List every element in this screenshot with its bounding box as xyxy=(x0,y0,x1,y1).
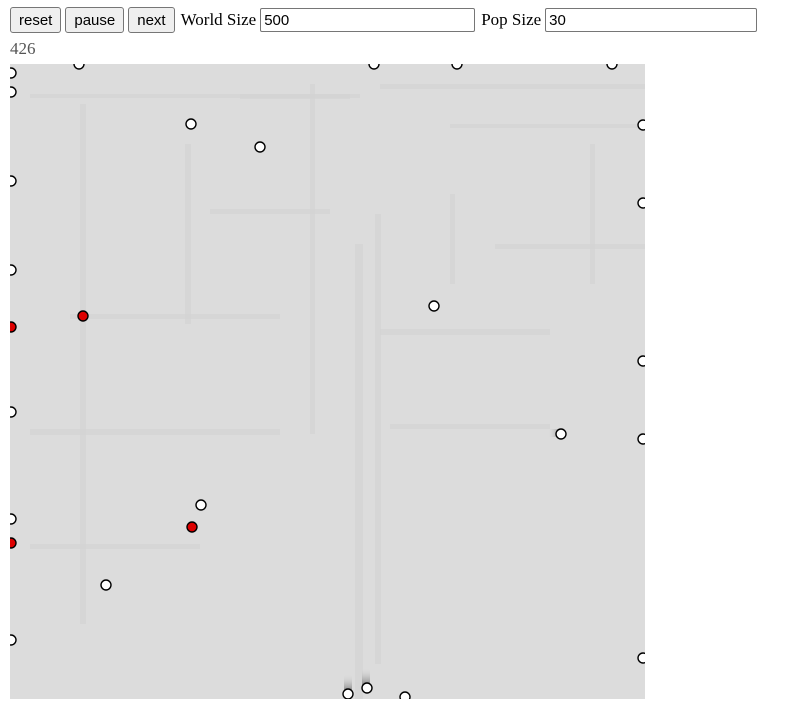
agent xyxy=(10,406,17,418)
agent xyxy=(399,691,411,699)
faint-trail xyxy=(80,104,86,624)
reset-button[interactable]: reset xyxy=(10,7,62,33)
generation-counter: 426 xyxy=(10,39,36,58)
agent xyxy=(637,652,645,664)
agent-infected xyxy=(10,321,17,333)
faint-trail xyxy=(450,124,640,128)
agent xyxy=(10,634,17,646)
faint-trail xyxy=(30,94,360,98)
agent xyxy=(195,499,207,511)
faint-trails xyxy=(30,84,645,699)
faint-trail xyxy=(30,544,200,549)
pop-size-label: Pop Size xyxy=(481,10,542,29)
agent xyxy=(185,118,197,130)
simulation-drawing xyxy=(10,64,645,699)
agent xyxy=(100,579,112,591)
next-button[interactable]: next xyxy=(128,7,175,33)
pop-size-input[interactable] xyxy=(545,8,758,32)
faint-trail xyxy=(30,429,280,435)
agents xyxy=(10,64,645,699)
agent xyxy=(368,64,380,70)
faint-trail xyxy=(70,314,280,319)
agent xyxy=(606,64,618,70)
agent xyxy=(10,86,17,98)
faint-trail xyxy=(590,144,595,284)
agent xyxy=(637,197,645,209)
faint-trail xyxy=(495,244,645,249)
faint-trail xyxy=(355,244,363,699)
faint-trail xyxy=(185,144,191,324)
agent xyxy=(451,64,463,70)
agent xyxy=(361,682,373,694)
agent xyxy=(10,264,17,276)
agent xyxy=(10,67,17,79)
faint-trail xyxy=(240,94,350,99)
faint-trail xyxy=(210,209,330,214)
agent xyxy=(254,141,266,153)
control-bar: reset pause next World Size Pop Size xyxy=(10,6,758,34)
agent xyxy=(428,300,440,312)
faint-trail xyxy=(450,194,455,284)
agent xyxy=(10,513,17,525)
faint-trail xyxy=(375,214,381,664)
agent xyxy=(10,175,17,187)
simulation-canvas[interactable] xyxy=(10,64,645,699)
faint-trail xyxy=(380,84,645,89)
world-size-label: World Size xyxy=(180,10,257,29)
faint-trail xyxy=(380,329,550,335)
agent xyxy=(342,688,354,699)
agent xyxy=(555,428,567,440)
agent-infected xyxy=(77,310,89,322)
faint-trail xyxy=(390,424,550,429)
pause-button[interactable]: pause xyxy=(65,7,125,33)
agent xyxy=(637,355,645,367)
agent-infected xyxy=(186,521,198,533)
agent xyxy=(637,433,645,445)
faint-trail xyxy=(310,84,315,434)
agent xyxy=(637,119,645,131)
world-size-input[interactable] xyxy=(260,8,476,32)
agent-infected xyxy=(10,537,17,549)
agent xyxy=(73,64,85,70)
